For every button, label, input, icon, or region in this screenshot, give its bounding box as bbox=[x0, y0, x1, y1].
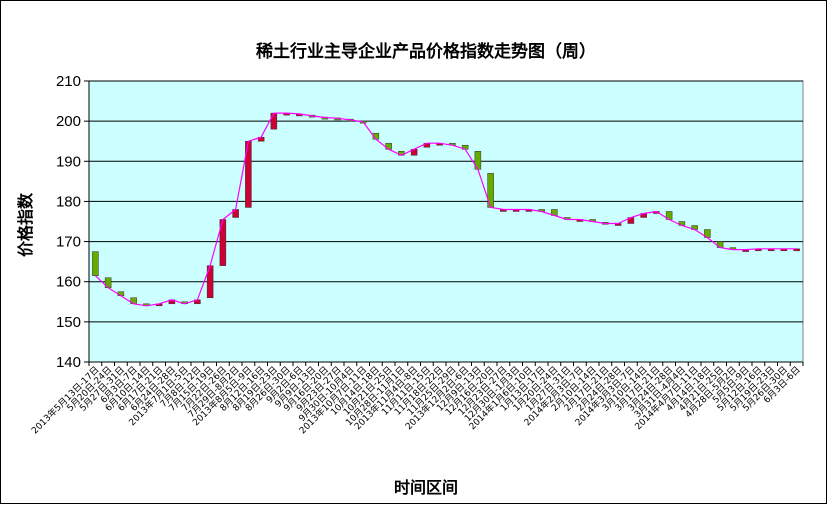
price-index-line bbox=[94, 112, 797, 307]
y-tick-label: 180 bbox=[56, 193, 81, 210]
y-tick-label: 140 bbox=[56, 354, 81, 371]
y-axis-ticks: 140 150 160 170 180 190 200 210 bbox=[56, 73, 803, 371]
candles bbox=[92, 112, 800, 307]
x-axis-label: 时间区间 bbox=[394, 478, 458, 497]
candle bbox=[793, 248, 800, 252]
y-tick-label: 160 bbox=[56, 274, 81, 291]
y-tick-label: 170 bbox=[56, 234, 81, 251]
y-tick-label: 210 bbox=[56, 73, 81, 90]
y-axis-label: 价格指数 bbox=[16, 192, 35, 257]
y-tick-label: 190 bbox=[56, 153, 81, 170]
x-axis-ticks: 2013年5月13日-17日5月20日-24日5月27日-31日6月3日-7日6… bbox=[29, 362, 804, 436]
y-tick-label: 200 bbox=[56, 113, 81, 130]
y-tick-label: 150 bbox=[56, 314, 81, 331]
candle bbox=[270, 112, 278, 130]
candle bbox=[92, 251, 99, 276]
candle bbox=[385, 142, 392, 150]
chart-title: 稀土行业主导企业产品价格指数走势图（周） bbox=[256, 41, 596, 62]
plot-area bbox=[88, 80, 804, 363]
